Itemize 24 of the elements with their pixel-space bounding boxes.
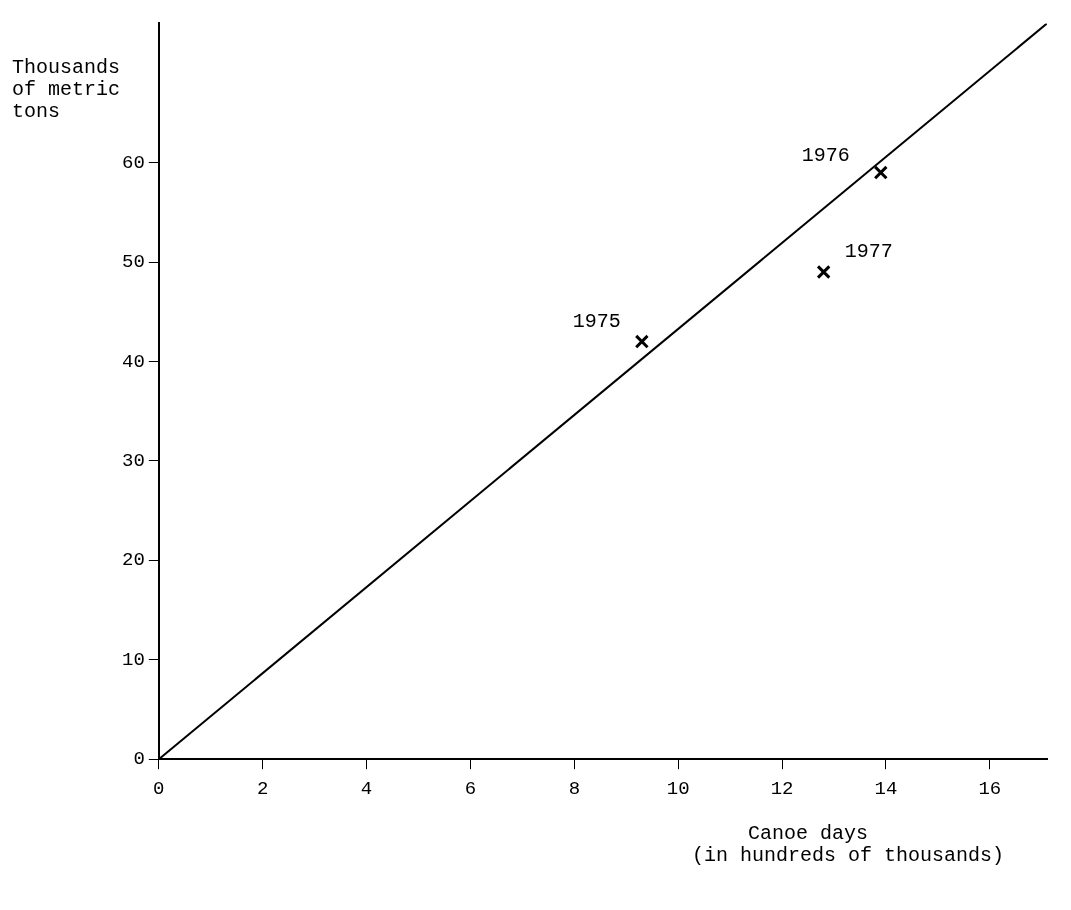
x-tick-label: 8 xyxy=(568,777,581,800)
x-tick-label: 14 xyxy=(874,777,898,800)
point xyxy=(634,334,650,349)
y-tick-label: 0 xyxy=(133,748,145,771)
y-axis-title: Thousands of metric tons xyxy=(12,56,121,124)
annotation: 1977 xyxy=(844,239,893,263)
annotation: 1976 xyxy=(801,143,850,167)
annotation: 1975 xyxy=(572,309,621,333)
x-tick-label: 4 xyxy=(360,777,373,800)
x-tick-label: 16 xyxy=(978,777,1002,800)
point xyxy=(816,264,831,280)
y-tick-label: 10 xyxy=(121,648,145,671)
point xyxy=(873,165,888,180)
x-tick-label: 6 xyxy=(464,777,477,800)
x-tick-label: 2 xyxy=(256,777,269,800)
x-tick-label: 12 xyxy=(770,777,794,800)
x-tick-label: 10 xyxy=(666,777,690,800)
y-tick-label: 60 xyxy=(121,151,145,174)
y-tick-label: 40 xyxy=(121,350,145,373)
x-tick-label: 0 xyxy=(153,777,165,800)
y-tick-label: 50 xyxy=(121,251,145,274)
y-tick-label: 20 xyxy=(121,549,145,572)
y-tick-label: 30 xyxy=(121,449,145,472)
x-axis-title: Canoe days (in hundreds of thousands) xyxy=(692,822,1005,868)
